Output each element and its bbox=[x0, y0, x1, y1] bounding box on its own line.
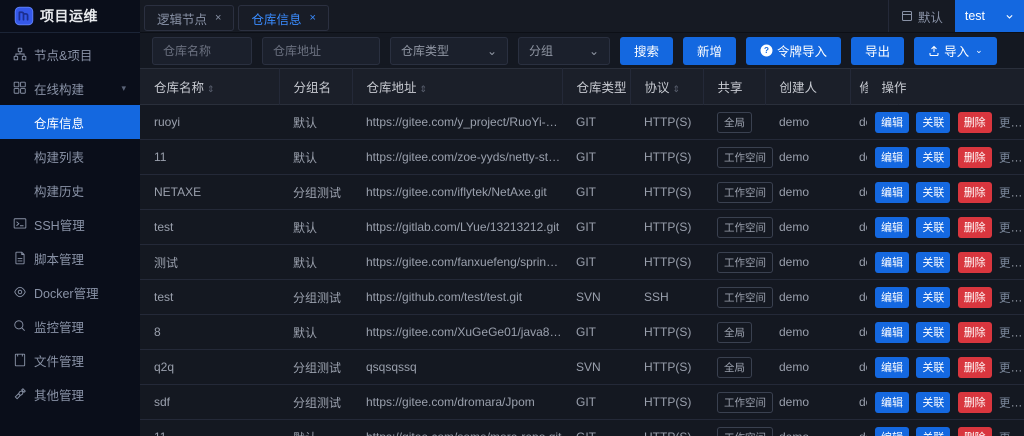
svg-text:?: ? bbox=[764, 46, 769, 55]
